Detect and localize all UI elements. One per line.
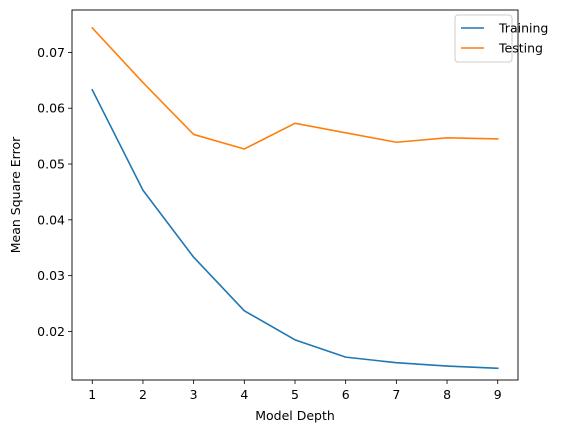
x-tick-label: 5	[291, 387, 299, 402]
y-tick-label: 0.02	[37, 324, 65, 339]
x-tick-label: 8	[443, 387, 451, 402]
y-tick-label: 0.06	[37, 101, 65, 116]
series-layer	[91, 26, 499, 370]
y-tick-label: 0.05	[37, 157, 65, 172]
x-tick-label: 9	[494, 387, 502, 402]
x-tick-label: 1	[88, 387, 96, 402]
y-tick-label: 0.03	[37, 268, 65, 283]
x-tick-label: 7	[392, 387, 400, 402]
y-tick-label: 0.04	[37, 212, 65, 227]
x-axis-label: Model Depth	[255, 408, 335, 423]
legend-label-training: Training	[498, 21, 548, 36]
x-tick-label: 4	[240, 387, 248, 402]
y-axis-label: Mean Square Error	[8, 136, 23, 253]
y-tick-label: 0.07	[37, 45, 65, 60]
legend-frame	[454, 14, 513, 63]
legend-label-testing: Testing	[498, 41, 543, 56]
y-axis-ticks: 0.02 0.03 0.04 0.05 0.06 0.07	[37, 45, 72, 339]
x-axis-ticks: 1 2 3 4 5 6 7 8 9	[88, 380, 502, 402]
x-tick-label: 3	[190, 387, 198, 402]
series-line-testing	[91, 26, 499, 150]
x-tick-label: 2	[139, 387, 147, 402]
x-tick-label: 6	[342, 387, 350, 402]
series-line-training	[91, 88, 499, 370]
legend: Training Testing	[454, 14, 548, 63]
